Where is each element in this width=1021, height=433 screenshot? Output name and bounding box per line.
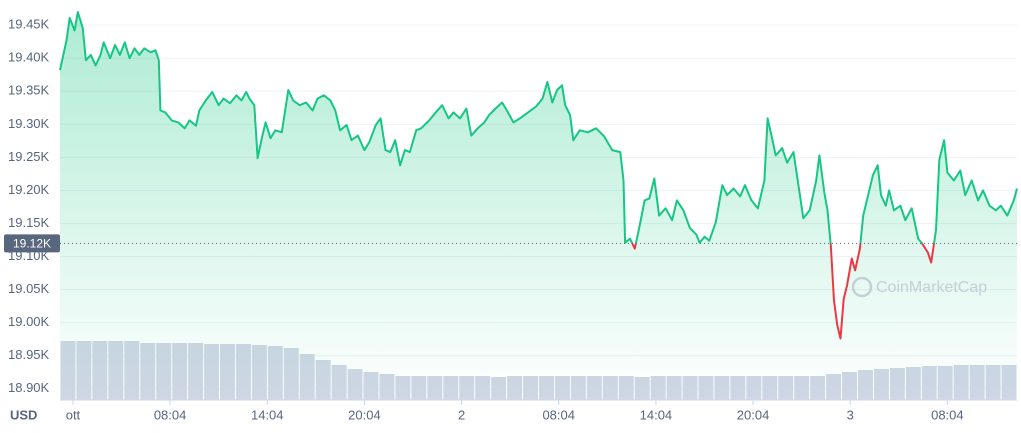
x-tick-label: 3 (847, 407, 854, 422)
price-area (60, 12, 1017, 400)
plot (59, 11, 1018, 400)
y-tick-label: 19.25K (8, 149, 50, 164)
price-line (59, 11, 1018, 340)
x-tick-label: 08:04 (154, 407, 187, 422)
y-tick-label: 18.95K (8, 347, 50, 362)
y-tick-label: 19.05K (8, 281, 50, 296)
x-tick-label: ott (66, 407, 81, 422)
y-tick-label: 19.00K (8, 314, 50, 329)
x-tick-label: 14:04 (640, 407, 673, 422)
reference-label: 19.12K (13, 237, 51, 251)
watermark-text: CoinMarketCap (876, 279, 987, 296)
unit-label: USD (10, 407, 37, 422)
y-tick-label: 19.20K (8, 182, 50, 197)
y-tick-label: 19.40K (8, 50, 50, 65)
x-tick-label: 08:04 (542, 407, 575, 422)
x-tick-label: 2 (458, 407, 465, 422)
x-tick-label: 14:04 (251, 407, 284, 422)
y-tick-label: 19.15K (8, 215, 50, 230)
y-tick-label: 18.90K (8, 380, 50, 395)
reference-label-box (4, 234, 60, 253)
watermark-logo (851, 276, 873, 298)
x-tick-label: 20:04 (348, 407, 381, 422)
x-tick-label: 20:04 (737, 407, 770, 422)
y-tick-label: 19.30K (8, 116, 50, 131)
y-tick-label: 19.35K (8, 83, 50, 98)
axes: 18.90K18.95K19.00K19.05K19.10K19.15K19.2… (4, 17, 1017, 422)
watermark: CoinMarketCap (851, 276, 987, 298)
x-tick-label: 08:04 (931, 407, 964, 422)
y-tick-label: 19.45K (8, 17, 50, 32)
